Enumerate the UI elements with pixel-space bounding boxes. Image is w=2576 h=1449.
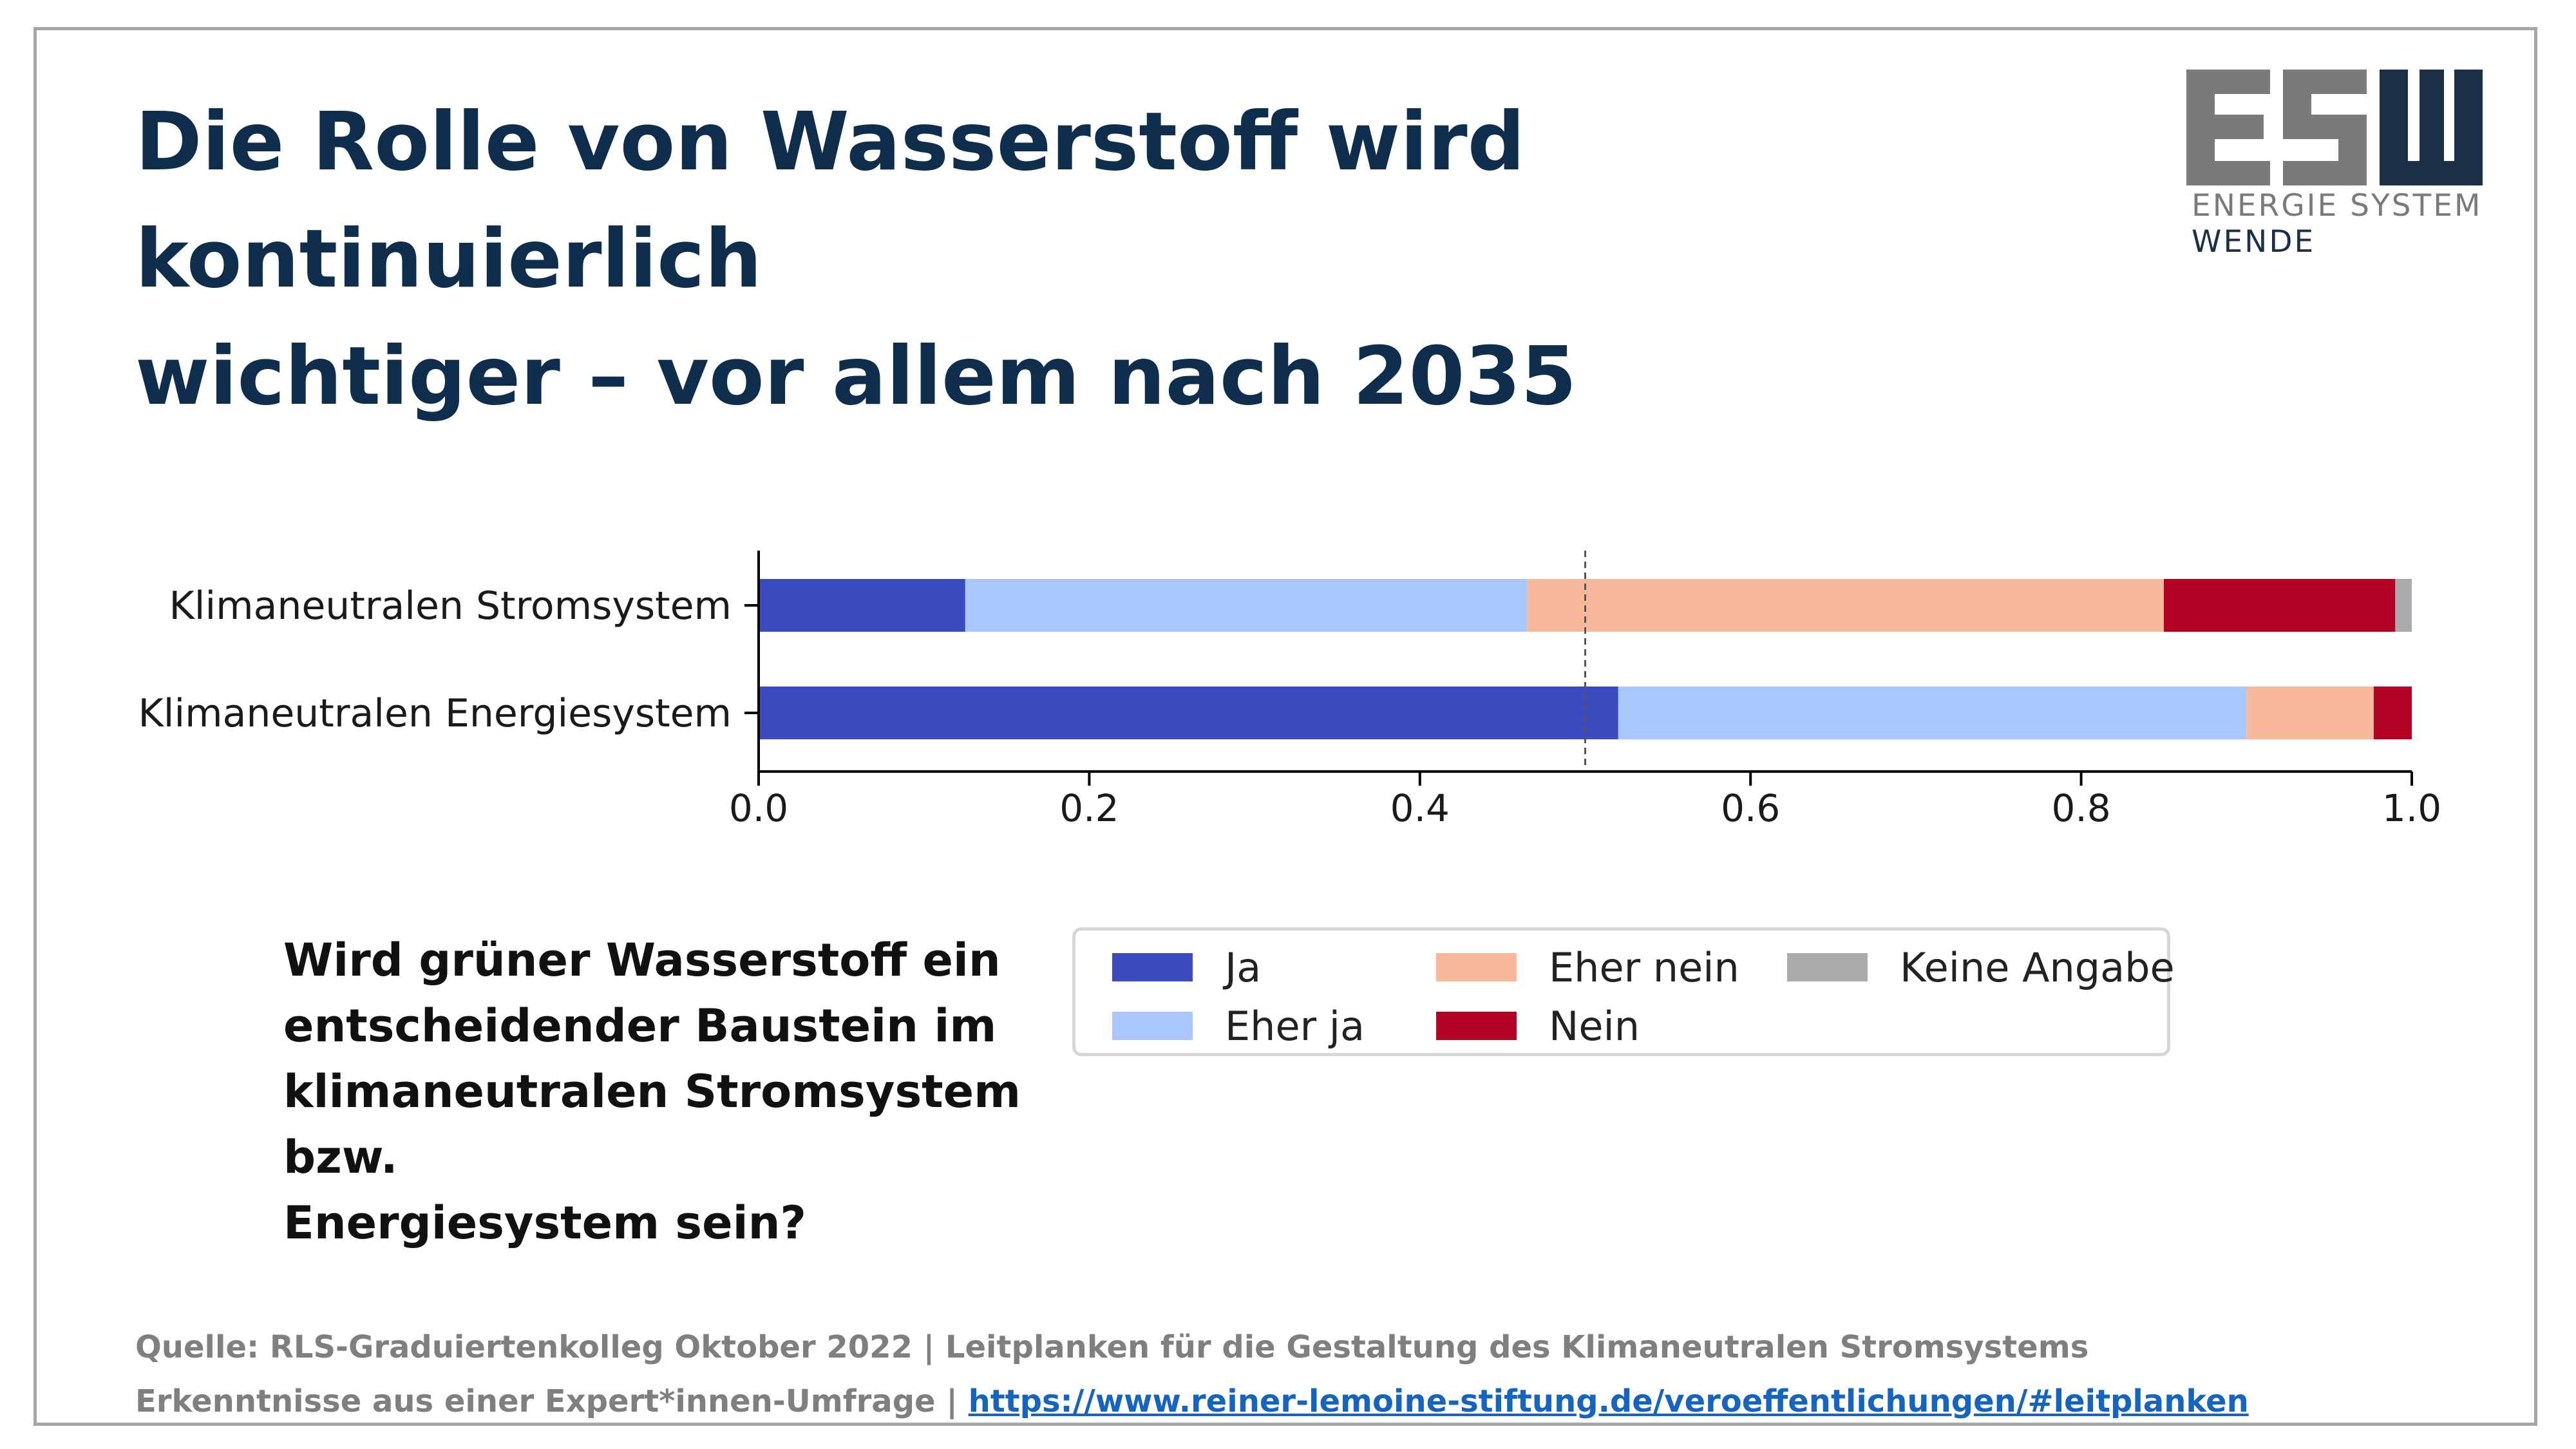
legend-label: Nein [1549,1002,1640,1050]
survey-question: Wird grüner Wasserstoff ein entscheidend… [283,927,1121,1256]
esw-logo-mark [2186,70,2483,185]
slide-frame [33,27,2537,1426]
logo-line-2: WENDE [2192,224,2316,260]
legend-label: Eher ja [1225,1002,1365,1050]
legend-item: Eher nein [1436,944,1739,991]
bar-1-nein [2163,579,2396,632]
category-label: Klimaneutralen Stromsystem [169,583,732,629]
x-tick-label: 1.0 [2382,786,2441,830]
legend-item: Eher ja [1112,1003,1365,1050]
question-line-1: Wird grüner Wasserstoff ein [283,934,1001,987]
legend-swatch [1112,953,1193,981]
page-title: Die Rolle von Wasserstoff wird kontinuie… [135,84,2067,435]
legend-item: Nein [1436,1003,1640,1050]
source-line-1: Quelle: RLS-Graduiertenkolleg Oktober 20… [135,1329,2089,1365]
title-line-2: wichtiger – vor allem nach 2035 [135,330,1577,423]
legend-label: Eher nein [1549,943,1739,991]
x-tick-label: 0.0 [729,786,788,830]
legend-item: Ja [1112,944,1261,991]
stacked-bar-chart: Klimaneutralen Stromsystem Klimaneutralen… [138,551,2441,830]
bar-1-eher-ja [965,579,1528,632]
legend-item: Keine Angabe [1787,944,2175,991]
question-line-3: klimaneutralen Stromsystem bzw. [283,1065,1021,1184]
question-line-4: Energiesystem sein? [283,1197,807,1249]
bar-2-eher-ja [1618,687,2247,739]
legend-label: Ja [1225,943,1262,991]
legend-label: Keine Angabe [1900,943,2175,991]
legend-swatch [1436,953,1517,981]
esw-logo: ENERGIE SYSTEM WENDE [2186,70,2483,263]
chart-legend: Ja Eher ja Eher nein Nein Keine Angabe [1072,927,2175,1056]
logo-w-letter [2380,70,2483,185]
bar-2-eher-nein [2246,687,2374,739]
logo-es-letters [2186,70,2367,185]
x-tick-label: 0.6 [1721,786,1780,830]
legend-swatch [1112,1012,1193,1040]
x-tick-label: 0.4 [1390,786,1450,830]
x-tick-label: 0.8 [2051,786,2110,830]
logo-line-1: ENERGIE SYSTEM [2192,188,2483,223]
bar-1-ja [759,579,965,632]
bar-2-nein [2373,687,2412,739]
question-line-2: entscheidender Baustein im [283,999,997,1052]
source-link[interactable]: https://www.reiner-lemoine-stiftung.de/v… [968,1383,2249,1419]
bar-2-ja [759,687,1618,739]
bar-1-eher-nein [1527,579,2164,632]
source-note: Quelle: RLS-Graduiertenkolleg Oktober 20… [135,1320,2454,1428]
category-label: Klimaneutralen Energiesystem [138,691,732,736]
legend-swatch [1436,1012,1517,1040]
legend-swatch [1787,953,1868,981]
source-line-2-prefix: Erkenntnisse aus einer Expert*innen-Umfr… [135,1383,969,1419]
bar-1-keine-angabe [2395,579,2412,632]
x-tick-label: 0.2 [1059,786,1119,830]
title-line-1: Die Rolle von Wasserstoff wird kontinuie… [135,95,1526,306]
